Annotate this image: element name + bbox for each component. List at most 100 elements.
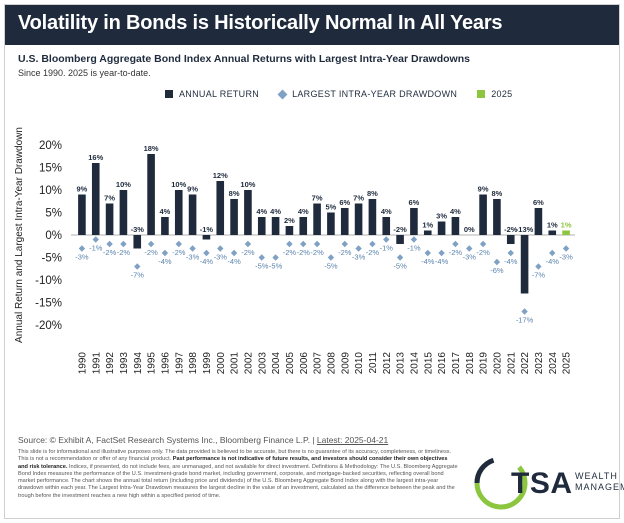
drawdown-label-2010: -3% bbox=[352, 253, 366, 262]
drawdown-label-2006: -2% bbox=[297, 248, 311, 257]
bar-label-2020: 8% bbox=[491, 189, 502, 198]
drawdown-marker-1993 bbox=[120, 240, 127, 248]
x-tick-label-2008: 2008 bbox=[326, 352, 337, 375]
drawdown-label-2017: -2% bbox=[449, 248, 463, 257]
x-tick-label-2021: 2021 bbox=[506, 352, 517, 375]
legend-swatch-ytd bbox=[477, 90, 486, 98]
bar-2015 bbox=[423, 230, 432, 235]
bar-label-1995: 18% bbox=[144, 144, 159, 153]
drawdown-marker-1996 bbox=[161, 249, 169, 257]
bar-1999 bbox=[202, 235, 211, 240]
drawdown-marker-1992 bbox=[106, 240, 113, 248]
drawdown-label-2014: -1% bbox=[407, 244, 421, 253]
bar-label-1992: 7% bbox=[104, 194, 115, 203]
x-tick-label-2023: 2023 bbox=[534, 352, 545, 375]
legend-label-ytd: 2025 bbox=[491, 89, 513, 99]
x-tick-label-2009: 2009 bbox=[340, 352, 351, 375]
x-tick-label-2001: 2001 bbox=[230, 352, 241, 375]
bar-label-1999: -1% bbox=[200, 225, 214, 234]
x-tick-label-2022: 2022 bbox=[520, 352, 531, 375]
bar-1992 bbox=[105, 203, 114, 235]
chart-legend: ANNUAL RETURN LARGEST INTRA-YEAR DRAWDOW… bbox=[165, 89, 532, 99]
drawdown-label-1998: -3% bbox=[186, 253, 200, 262]
drawdown-label-1990: -3% bbox=[75, 253, 89, 262]
drawdown-label-2012: -1% bbox=[380, 244, 394, 253]
bar-label-2003: 4% bbox=[256, 207, 267, 216]
x-tick-label-2013: 2013 bbox=[396, 352, 407, 375]
drawdown-marker-2021 bbox=[507, 249, 514, 257]
x-tick-label-2012: 2012 bbox=[382, 352, 393, 375]
x-tick-label-1991: 1991 bbox=[91, 352, 102, 375]
x-tick-label-2011: 2011 bbox=[368, 352, 379, 374]
drawdown-label-2004: -5% bbox=[269, 262, 283, 271]
bar-label-2015: 1% bbox=[422, 221, 433, 230]
bar-1996 bbox=[161, 217, 169, 235]
drawdown-label-1992: -2% bbox=[103, 248, 117, 257]
drawdown-marker-1995 bbox=[147, 240, 155, 248]
logo-wordmark: TSA bbox=[511, 467, 573, 500]
bar-label-2002: 10% bbox=[240, 180, 255, 189]
drawdown-label-2020: -6% bbox=[490, 266, 504, 275]
tsa-logo-mark-icon bbox=[474, 456, 528, 510]
drawdown-label-2001: -4% bbox=[227, 257, 241, 266]
bar-2025 bbox=[562, 230, 570, 235]
bar-label-2006: 4% bbox=[298, 207, 309, 216]
latest-date-link[interactable]: Latest: 2025-04-21 bbox=[316, 435, 389, 445]
bar-2009 bbox=[340, 208, 349, 235]
legend-swatch-annual bbox=[165, 90, 173, 98]
y-tick-label: -10% bbox=[35, 275, 62, 287]
bar-label-2008: 5% bbox=[325, 203, 336, 212]
drawdown-marker-2017 bbox=[452, 240, 459, 248]
drawdown-marker-2019 bbox=[479, 240, 487, 248]
bar-2024 bbox=[548, 230, 557, 235]
drawdown-marker-2001 bbox=[230, 249, 238, 257]
bar-label-2019: 9% bbox=[478, 185, 489, 194]
x-tick-label-2007: 2007 bbox=[313, 352, 324, 375]
bar-2019 bbox=[479, 194, 487, 235]
bar-1990 bbox=[78, 194, 86, 235]
bar-1997 bbox=[174, 190, 183, 235]
source-line: Source: © Exhibit A, FactSet Research Sy… bbox=[18, 435, 388, 445]
legend-item-drawdown: LARGEST INTRA-YEAR DRAWDOWN bbox=[277, 89, 457, 99]
drawdown-label-2018: -3% bbox=[463, 253, 477, 262]
x-tick-label-1997: 1997 bbox=[174, 352, 185, 375]
x-tick-label-2015: 2015 bbox=[423, 352, 434, 375]
drawdown-marker-1999 bbox=[203, 249, 210, 257]
bar-label-2022: -13% bbox=[516, 225, 534, 234]
drawdown-label-2023: -7% bbox=[532, 271, 546, 280]
drawdown-label-2011: -2% bbox=[366, 248, 380, 257]
legend-item-ytd: 2025 bbox=[477, 89, 512, 99]
drawdown-marker-1998 bbox=[189, 245, 196, 252]
bar-label-1991: 16% bbox=[88, 153, 103, 162]
drawdown-label-2009: -2% bbox=[338, 248, 352, 257]
bar-label-2018: 0% bbox=[464, 225, 475, 234]
drawdown-marker-2002 bbox=[244, 240, 252, 248]
bar-label-2014: 6% bbox=[408, 198, 419, 207]
legend-item-annual: ANNUAL RETURN bbox=[165, 89, 259, 99]
drawdown-marker-2016 bbox=[438, 249, 445, 257]
x-tick-label-1993: 1993 bbox=[119, 352, 130, 375]
drawdown-label-2000: -3% bbox=[214, 253, 228, 262]
x-tick-label-2018: 2018 bbox=[465, 352, 476, 375]
x-tick-label-2004: 2004 bbox=[271, 352, 282, 375]
bar-2013 bbox=[396, 235, 404, 244]
drawdown-marker-2018 bbox=[466, 245, 473, 252]
drawdown-marker-1991 bbox=[92, 236, 99, 243]
drawdown-marker-2000 bbox=[217, 245, 224, 252]
bar-2011 bbox=[368, 199, 377, 235]
drawdown-label-2022: -17% bbox=[516, 316, 534, 325]
y-tick-label: 20% bbox=[39, 140, 62, 152]
bar-2010 bbox=[354, 203, 363, 235]
disclaimer: This slide is for informational and illu… bbox=[18, 449, 458, 500]
drawdown-label-2007: -2% bbox=[310, 248, 324, 257]
bar-label-1996: 4% bbox=[159, 207, 170, 216]
logo-line-1: WEALTH bbox=[575, 471, 618, 481]
chart-subtitle: U.S. Bloomberg Aggregate Bond Index Annu… bbox=[18, 53, 470, 65]
bar-label-2025: 1% bbox=[561, 221, 572, 230]
bar-label-2007: 7% bbox=[312, 194, 323, 203]
drawdown-marker-2014 bbox=[410, 236, 418, 243]
x-tick-label-2019: 2019 bbox=[479, 352, 490, 375]
bar-label-2010: 7% bbox=[353, 194, 364, 203]
bar-label-1994: -3% bbox=[131, 225, 145, 234]
bar-1991 bbox=[91, 163, 100, 235]
